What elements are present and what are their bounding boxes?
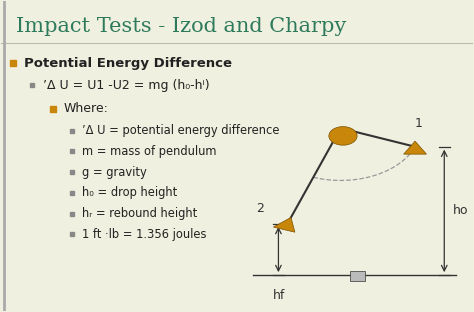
Text: Impact Tests - Izod and Charpy: Impact Tests - Izod and Charpy <box>16 17 346 36</box>
Text: hf: hf <box>273 289 285 302</box>
Text: ho: ho <box>453 204 468 217</box>
Circle shape <box>329 127 357 145</box>
Text: h₀ = drop height: h₀ = drop height <box>82 186 178 199</box>
Text: 2: 2 <box>256 202 264 215</box>
Text: m = mass of pendulum: m = mass of pendulum <box>82 145 217 158</box>
Text: 1 ft ·lb = 1.356 joules: 1 ft ·lb = 1.356 joules <box>82 228 207 241</box>
Text: ’Δ U = potential energy difference: ’Δ U = potential energy difference <box>82 124 280 137</box>
FancyBboxPatch shape <box>349 271 365 280</box>
Text: ’Δ U = U1 -U2 = mg (h₀-hⁱ): ’Δ U = U1 -U2 = mg (h₀-hⁱ) <box>43 79 210 92</box>
Text: Where:: Where: <box>64 103 109 115</box>
Text: g = gravity: g = gravity <box>82 166 147 178</box>
Text: hᵣ = rebound height: hᵣ = rebound height <box>82 207 198 220</box>
Text: 1: 1 <box>415 117 423 130</box>
Text: Potential Energy Difference: Potential Energy Difference <box>24 57 232 70</box>
